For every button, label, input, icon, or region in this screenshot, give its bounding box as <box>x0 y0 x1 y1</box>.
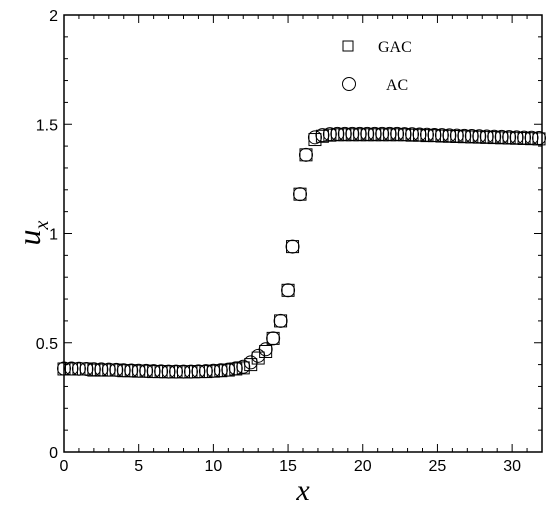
axis-ticks <box>63 14 543 453</box>
x-tick-label: 20 <box>354 458 372 475</box>
x-tick-label: 0 <box>60 458 69 475</box>
ac-point <box>307 130 322 145</box>
ac-point <box>221 362 236 377</box>
ac-point <box>487 129 502 144</box>
gac-point <box>266 331 280 345</box>
ac-point <box>228 361 243 376</box>
ac-point <box>337 126 352 141</box>
gac-point <box>299 148 313 162</box>
ac-point <box>405 127 420 142</box>
ac-point <box>191 364 206 379</box>
ac-point <box>293 187 308 202</box>
ac-point <box>213 363 228 378</box>
x-axis-title: x <box>295 474 310 505</box>
ac-point <box>390 126 405 141</box>
gac-point <box>286 240 300 254</box>
ac-point <box>442 128 457 143</box>
ac-point <box>139 363 154 378</box>
ac-point <box>71 361 86 376</box>
ac-point <box>479 129 494 144</box>
ac-point <box>57 361 71 376</box>
ac-point <box>464 129 479 144</box>
x-tick-label: 5 <box>134 458 143 475</box>
legend-label-ac: AC <box>386 77 408 94</box>
ac-point <box>434 128 449 143</box>
ac-point <box>258 342 273 357</box>
legend-circle-marker <box>342 77 356 91</box>
ac-point <box>131 363 146 378</box>
ac-point <box>412 127 427 142</box>
ac-point <box>64 361 79 376</box>
ac-point <box>146 364 161 379</box>
ac-point <box>251 348 266 363</box>
ac-point <box>457 128 472 143</box>
ac-point <box>472 129 487 144</box>
y-axis-title: ux <box>11 220 53 245</box>
legend: GAC AC <box>342 39 412 94</box>
gac-point <box>293 187 307 201</box>
ac-point <box>494 129 509 144</box>
ac-point <box>330 126 345 141</box>
ac-point <box>183 364 198 379</box>
ac-point <box>206 363 221 378</box>
gac-point <box>274 314 288 328</box>
ac-point <box>266 331 281 346</box>
ac-point <box>509 130 524 145</box>
ac-point <box>154 364 169 379</box>
ac-point <box>161 364 176 379</box>
svg-text:ux: ux <box>11 220 53 245</box>
ac-point <box>502 130 517 145</box>
y-tick-label: 0.5 <box>36 336 58 353</box>
ac-point <box>101 362 116 377</box>
plot-frame <box>63 14 543 453</box>
ac-point <box>281 283 296 298</box>
ac-point <box>86 362 101 377</box>
ac-point <box>109 362 124 377</box>
ac-point <box>382 126 397 141</box>
gac-point <box>281 283 295 297</box>
ac-point <box>322 127 337 142</box>
y-axis-title-main: u <box>11 229 47 245</box>
x-tick-label: 15 <box>279 458 297 475</box>
data-points <box>57 126 547 379</box>
y-axis-title-subscript: x <box>31 220 53 230</box>
legend-square-marker <box>342 40 354 52</box>
ac-point <box>427 127 442 142</box>
y-tick-label: 2 <box>49 8 58 25</box>
ac-point <box>375 126 390 141</box>
ac-point <box>176 364 191 379</box>
ac-point <box>79 361 94 376</box>
y-tick-label: 1.5 <box>36 117 58 134</box>
y-tick-label: 1 <box>49 227 58 244</box>
ac-point <box>298 147 313 162</box>
ac-point <box>116 363 131 378</box>
x-tick-label: 30 <box>503 458 521 475</box>
axis-tick-labels: 0 5 10 15 20 25 30 0 0.5 1 1.5 2 <box>36 8 521 475</box>
gac-point <box>79 362 93 376</box>
ac-point <box>243 355 258 370</box>
ac-point <box>345 126 360 141</box>
ac-point <box>352 126 367 141</box>
ac-point <box>517 130 532 145</box>
ac-point <box>532 131 547 146</box>
ac-point <box>124 363 139 378</box>
ac-point <box>367 126 382 141</box>
ac-point <box>236 359 251 374</box>
ac-point <box>360 126 375 141</box>
ac-point <box>397 127 412 142</box>
ac-point <box>524 130 539 145</box>
ac-point <box>315 128 330 143</box>
ac-point <box>94 362 109 377</box>
x-tick-label: 10 <box>204 458 222 475</box>
ac-point <box>169 364 184 379</box>
ac-point <box>449 128 464 143</box>
x-tick-label: 25 <box>429 458 447 475</box>
ac-point <box>419 127 434 142</box>
ac-point <box>285 239 300 254</box>
ac-point <box>273 313 288 328</box>
ac-point <box>198 364 213 379</box>
y-tick-label: 0 <box>49 445 58 462</box>
legend-label-gac: GAC <box>378 39 412 56</box>
